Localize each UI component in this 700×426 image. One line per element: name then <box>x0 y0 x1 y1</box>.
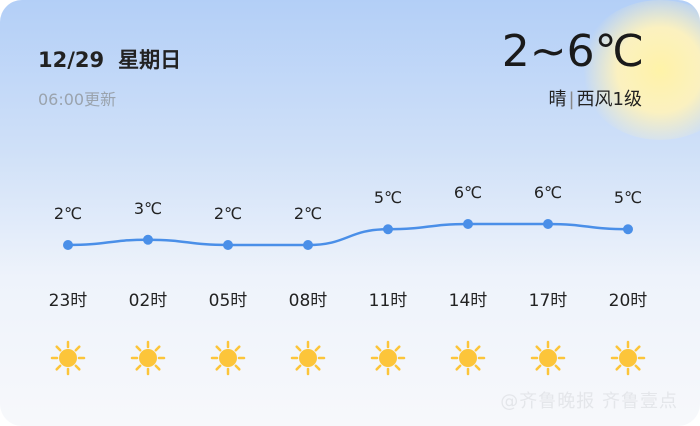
date: 12/29 <box>38 48 105 72</box>
hour-label: 11时 <box>368 291 408 311</box>
temperature-label: 3℃ <box>133 198 163 218</box>
date-line: 12/29 星期日 <box>38 44 195 74</box>
watermark: @齐鲁晚报 齐鲁壹点 <box>500 391 678 412</box>
temperature-point <box>303 240 313 250</box>
hour-label: 14时 <box>448 291 488 311</box>
wind: 西风1级 <box>576 89 642 110</box>
sunny-icon <box>610 340 646 376</box>
temperature-point <box>623 224 633 235</box>
sunny-icon <box>130 340 166 376</box>
temperature-label: 6℃ <box>453 183 483 202</box>
hour-label: 17时 <box>528 291 568 311</box>
temperature-label: 2℃ <box>213 204 243 223</box>
temperature-label: 2℃ <box>293 204 323 223</box>
hour-label: 20时 <box>608 291 648 311</box>
temperature-point <box>143 234 153 245</box>
weekday: 星期日 <box>118 48 182 72</box>
temperature-point <box>463 219 473 229</box>
temperature-label: 2℃ <box>53 204 83 223</box>
sunny-icon <box>50 340 86 376</box>
hour-label: 05时 <box>208 291 248 311</box>
temperature-label: 5℃ <box>613 188 643 208</box>
temperature-point <box>383 224 393 235</box>
temperature-line <box>67 222 629 247</box>
hour-label: 23时 <box>48 291 88 311</box>
temperature-point <box>543 219 553 229</box>
sunny-icon <box>370 340 406 376</box>
temperature-label: 6℃ <box>533 183 563 202</box>
update-time: 06:00更新 <box>38 90 117 109</box>
sunny-icon <box>450 340 486 376</box>
hour-label: 02时 <box>128 291 168 311</box>
sunny-icon <box>290 340 326 376</box>
temperature-point <box>63 240 73 250</box>
hour-label: 08时 <box>288 291 328 311</box>
temperature-range: 2~6℃ <box>501 26 644 77</box>
sunny-icon <box>210 340 246 376</box>
condition: 晴 <box>548 89 567 110</box>
sunny-icon <box>530 340 566 376</box>
temperature-point <box>223 240 233 250</box>
sun-decoration <box>580 0 700 140</box>
separator: | <box>568 89 575 110</box>
condition-line: 晴 | 西风1级 <box>548 85 642 111</box>
temperature-label: 5℃ <box>373 188 403 208</box>
